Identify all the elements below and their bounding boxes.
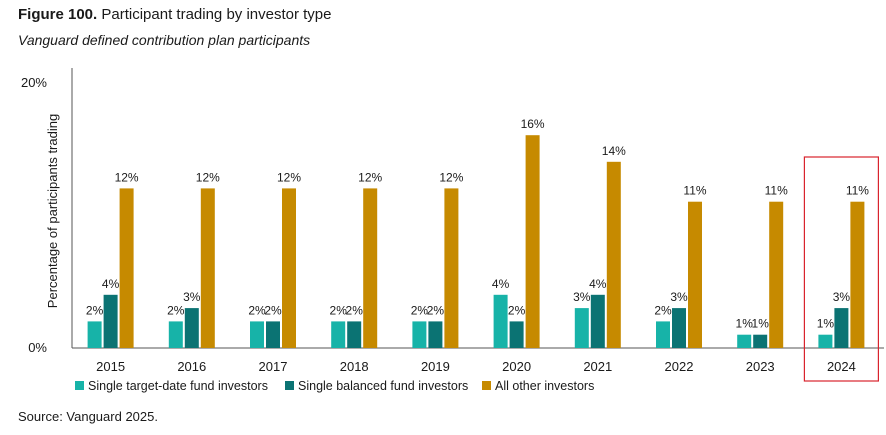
bar (590, 294, 605, 348)
data-label: 2% (86, 303, 104, 317)
x-tick-label: 2018 (340, 359, 369, 374)
bar (606, 161, 621, 348)
bar (103, 294, 118, 348)
x-tick-label: 2021 (583, 359, 612, 374)
data-label: 16% (521, 117, 545, 131)
data-label: 2% (346, 303, 364, 317)
bar (428, 321, 443, 348)
x-tick-label: 2020 (502, 359, 531, 374)
bar (87, 321, 102, 348)
bar (688, 201, 702, 348)
data-label: 11% (683, 184, 706, 198)
figure-label: Figure 100. (18, 6, 98, 23)
data-label: 2% (427, 303, 445, 317)
y-axis-label: Percentage of participants trading (45, 114, 60, 308)
bars-group: 2%4%12%20152%3%12%20162%2%12%20172%2%12%… (86, 117, 880, 382)
y-tick-label: 20% (21, 75, 47, 90)
data-label: 1% (752, 317, 770, 331)
bar (493, 294, 508, 348)
bar (282, 188, 296, 348)
legend-label: Single balanced fund investors (298, 379, 468, 393)
bar (850, 201, 865, 348)
data-label: 2% (508, 303, 526, 317)
x-tick-label: 2015 (96, 359, 125, 374)
data-label: 12% (358, 170, 382, 184)
bar (574, 308, 589, 348)
data-label: 11% (846, 184, 869, 198)
data-label: 4% (589, 277, 607, 291)
data-label: 1% (736, 317, 754, 331)
data-label: 14% (602, 144, 626, 158)
bar (656, 321, 670, 348)
legend-swatch (482, 381, 491, 390)
data-label: 12% (277, 170, 301, 184)
data-label: 4% (492, 277, 510, 291)
title-text: Participant trading by investor type (101, 6, 332, 23)
bar (266, 321, 280, 348)
bar (412, 321, 427, 348)
legend-label: Single target-date fund investors (88, 379, 268, 393)
legend: Single target-date fund investors Single … (75, 379, 594, 393)
bar (184, 308, 199, 348)
data-label: 2% (167, 303, 185, 317)
bar (672, 308, 686, 348)
highlight-box (803, 156, 880, 382)
bar (753, 334, 768, 348)
chart-subtitle: Vanguard defined contribution plan parti… (18, 32, 311, 48)
x-tick-label: 2022 (665, 359, 694, 374)
data-label: 3% (183, 290, 201, 304)
data-label: 12% (115, 170, 139, 184)
legend-swatch (285, 381, 294, 390)
bar (347, 321, 362, 348)
bar (119, 188, 134, 348)
bar (363, 188, 378, 348)
bar (509, 321, 524, 348)
legend-swatch (75, 381, 84, 390)
data-label: 3% (670, 290, 688, 304)
bar (200, 188, 215, 348)
data-label: 12% (439, 170, 463, 184)
chart-title: Figure 100. Participant trading by inves… (18, 6, 332, 23)
x-tick-label: 2023 (746, 359, 775, 374)
data-label: 2% (654, 303, 672, 317)
x-tick-label: 2017 (259, 359, 288, 374)
bar (250, 321, 264, 348)
source-note: Source: Vanguard 2025. (18, 409, 158, 424)
bar (818, 334, 833, 348)
bar (331, 321, 346, 348)
bar (168, 321, 183, 348)
data-label: 11% (765, 184, 788, 198)
data-label: 1% (817, 317, 835, 331)
data-label: 2% (411, 303, 429, 317)
data-label: 2% (248, 303, 266, 317)
x-tick-label: 2024 (827, 359, 856, 374)
bar (769, 201, 784, 348)
bar (834, 308, 849, 348)
y-tick-label: 0% (28, 340, 47, 355)
x-tick-label: 2016 (177, 359, 206, 374)
bar (444, 188, 459, 348)
data-label: 2% (264, 303, 282, 317)
legend-label: All other investors (495, 379, 594, 393)
data-label: 2% (330, 303, 348, 317)
bar (525, 135, 540, 348)
data-label: 3% (573, 290, 591, 304)
data-label: 12% (196, 170, 220, 184)
data-label: 4% (102, 277, 120, 291)
bar (737, 334, 752, 348)
x-tick-label: 2019 (421, 359, 450, 374)
data-label: 3% (833, 290, 851, 304)
